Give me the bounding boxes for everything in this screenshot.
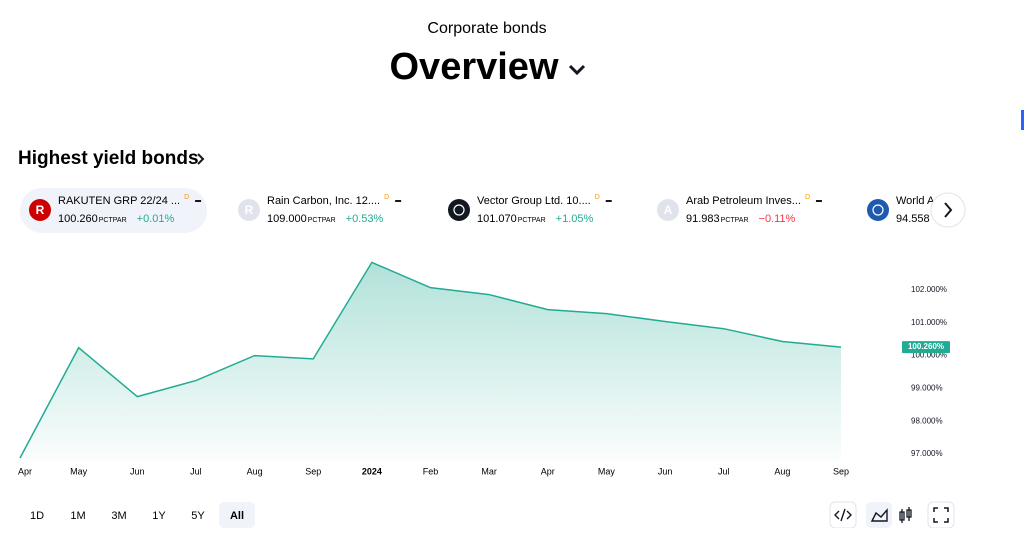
x-tick-label: May [598, 466, 616, 476]
chart: 97.000% 98.000% 99.000% 100.000% 101.000% 102… [18, 261, 950, 476]
x-tick-label: Aug [774, 466, 790, 476]
bond-dash[interactable] [815, 200, 822, 202]
bond-dash[interactable] [605, 200, 612, 202]
fullscreen-button[interactable] [927, 501, 955, 529]
y-tick-label: 99.000% [911, 384, 943, 393]
title-chevron[interactable] [568, 64, 586, 76]
embed-icon[interactable] [834, 508, 852, 522]
bond-price[interactable]: 101.070 [477, 213, 517, 225]
x-tick-label: Jun [130, 466, 145, 476]
line [19, 261, 842, 459]
section-chevron[interactable] [197, 153, 205, 165]
bond-change[interactable]: +1.05% [556, 213, 594, 225]
bond-badge[interactable]: D [384, 194, 389, 201]
bond-price[interactable]: 94.558 [896, 213, 930, 225]
bond-price[interactable]: 109.000 [267, 213, 307, 225]
bond-badge[interactable]: D [805, 194, 810, 201]
bond-card[interactable]: R RAKUTEN GRP 22/24 ... D 100.260 PCTPAR +0.0… [20, 188, 207, 233]
bond-icon[interactable] [29, 199, 51, 221]
bond-icon[interactable] [238, 199, 260, 221]
bond-unit[interactable]: PCTPAR [99, 217, 127, 224]
range-button[interactable]: 5Y [191, 510, 205, 522]
bond-price[interactable]: 91.983 [686, 213, 720, 225]
area-icon[interactable] [870, 508, 888, 522]
y-tick-label: 97.000% [911, 449, 943, 458]
bond-icon[interactable] [448, 199, 470, 221]
range-button[interactable]: All [230, 510, 244, 522]
next-button-bg[interactable] [930, 192, 966, 228]
x-tick-label: Apr [541, 466, 555, 476]
bond-dash[interactable] [395, 200, 402, 202]
x-tick-label: Jun [658, 466, 673, 476]
bond-card[interactable]: Vector Group Ltd. 10.... D 101.070 PCTPAR +1… [448, 194, 612, 225]
bond-dash[interactable] [195, 200, 202, 202]
area-fill [20, 262, 841, 461]
bond-price[interactable]: 100.260 [58, 213, 98, 225]
bond-card[interactable]: A Arab Petroleum Inves... D 91.983 PCTPAR −0.… [657, 194, 822, 225]
x-tick-label: May [70, 466, 88, 476]
bond-name[interactable]: World A [896, 195, 935, 207]
chart-tools [829, 501, 955, 529]
range-button[interactable]: 3M [111, 510, 126, 522]
bond-badge[interactable]: D [184, 194, 189, 201]
range-button[interactable]: 1D [30, 510, 44, 522]
bond-change[interactable]: +0.01% [137, 213, 175, 225]
x-tick-label: Apr [18, 466, 32, 476]
subtitle: Corporate bonds [427, 20, 546, 37]
bond-card[interactable]: World A 94.558 [867, 195, 935, 225]
bond-unit[interactable]: PCTPAR [308, 217, 336, 224]
bond-change[interactable]: +0.53% [346, 213, 384, 225]
page-title[interactable]: Overview [390, 46, 559, 88]
bond-icon-glyph[interactable] [453, 204, 465, 216]
bond-unit[interactable]: PCTPAR [518, 217, 546, 224]
bond-icon-letter[interactable]: R [36, 203, 45, 217]
card-bg[interactable] [20, 188, 207, 233]
bond-icon-glyph[interactable] [872, 204, 884, 216]
bond-unit[interactable]: PCTPAR [721, 217, 749, 224]
bond-badge[interactable]: D [595, 194, 600, 201]
bond-change[interactable]: −0.11% [759, 213, 796, 225]
candle-style-button[interactable] [899, 507, 912, 523]
bond-icon[interactable] [867, 199, 889, 221]
y-tick-label: 98.000% [911, 416, 943, 425]
scroll-indicator [1021, 110, 1024, 130]
next-button[interactable] [930, 192, 966, 228]
range-button[interactable]: 1M [70, 510, 85, 522]
x-tick-label: Jul [190, 466, 202, 476]
x-tick-label: Feb [423, 466, 439, 476]
range-buttons: 1D 1M 3M 1Y 5Y All [30, 502, 255, 528]
bond-name[interactable]: Rain Carbon, Inc. 12.... [267, 195, 380, 207]
range-button[interactable]: 1Y [152, 510, 166, 522]
bond-name[interactable]: Arab Petroleum Inves... [686, 195, 801, 207]
bond-name[interactable]: Vector Group Ltd. 10.... [477, 195, 591, 207]
fullscreen-icon[interactable] [933, 507, 949, 523]
bond-icon[interactable] [657, 199, 679, 221]
y-tick-label: 100.000% [911, 351, 947, 360]
x-tick-label: Aug [247, 466, 263, 476]
x-tick-label: Sep [833, 466, 849, 476]
next-icon[interactable] [944, 202, 953, 218]
last-value-label: 100.260% [908, 342, 944, 351]
last-value-badge [902, 341, 950, 354]
bond-icon-letter[interactable]: R [245, 203, 254, 217]
bond-icon-letter[interactable]: A [664, 203, 673, 217]
section-title[interactable]: Highest yield bonds [18, 148, 199, 169]
y-tick-label: 101.000% [911, 318, 947, 327]
bond-card[interactable]: R Rain Carbon, Inc. 12.... D 109.000 PCTPAR +… [238, 194, 402, 225]
x-tick-label: 2024 [362, 466, 382, 476]
y-tick-label: 102.000% [911, 285, 947, 294]
x-tick-label: Jul [718, 466, 730, 476]
range-selected-bg[interactable] [219, 502, 255, 528]
x-tick-label: Sep [305, 466, 321, 476]
bond-name[interactable]: RAKUTEN GRP 22/24 ... [58, 195, 180, 207]
x-tick-label: Mar [481, 466, 497, 476]
